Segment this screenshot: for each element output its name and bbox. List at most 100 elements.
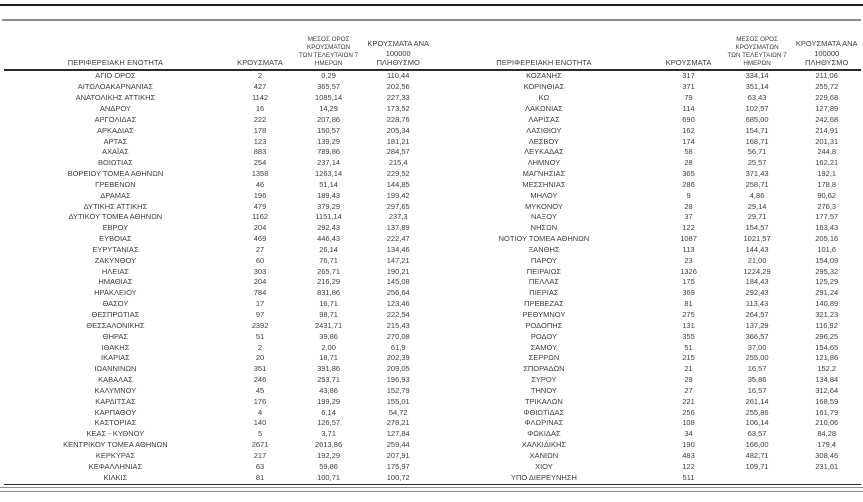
avg-7day-cell: 126,57 — [317, 418, 341, 428]
region-name-cell: ΘΑΣΟΥ — [102, 299, 129, 309]
per-100k-cell: 123,46 — [386, 299, 410, 309]
avg-7day-cell: 789,86 — [317, 147, 341, 157]
table-row: ΠΡΕΒΕΖΑΣ 81 113,43 140,89 — [433, 299, 862, 310]
table-row: ΚΟΖΑΝΗΣ 317 334,14 211,06 — [433, 70, 862, 82]
region-name-cell: ΚΩ — [538, 93, 550, 103]
cases-cell: 28 — [684, 201, 693, 211]
cases-cell: 369 — [682, 288, 695, 298]
per-100k-cell: 270,08 — [386, 331, 410, 341]
table-row: ΕΒΡΟΥ 204 292,43 137,89 — [4, 223, 433, 234]
region-name-cell: ΚΑΛΥΜΝΟΥ — [94, 385, 137, 395]
table-row: ΑΓΙΟ ΟΡΟΣ 2 0,29 110,44 — [4, 70, 433, 82]
per-100k-cell: 137,89 — [386, 223, 410, 233]
region-name-cell: ΡΟΔΟΥ — [530, 331, 557, 341]
region-name-cell: ΗΜΑΘΙΑΣ — [98, 277, 133, 287]
cases-cell: 122 — [682, 223, 695, 233]
region-name-cell: ΚΑΣΤΟΡΙΑΣ — [94, 418, 137, 428]
avg-7day-cell: 39,86 — [319, 331, 338, 341]
cases-cell: 28 — [684, 158, 693, 168]
region-name-cell: ΔΡΑΜΑΣ — [100, 190, 131, 200]
region-name-cell: ΦΘΙΩΤΙΔΑΣ — [523, 407, 565, 417]
table-row: ΑΙΤΩΛΟΑΚΑΡΝΑΝΙΑΣ 427 365,57 202,56 — [4, 82, 433, 93]
avg-7day-cell: 102,57 — [745, 103, 769, 113]
cases-cell: 81 — [226, 472, 294, 485]
per-100k-cell: 296,25 — [815, 331, 839, 341]
cases-table-left: ΠΕΡΙΦΕΡΕΙΑΚΗ ΕΝΟΤΗΤΑ ΚΡΟΥΣΜΑΤΑ ΜΕΣΟΣ ΟΡΟ… — [4, 36, 433, 485]
per-100k-cell: 145,08 — [386, 277, 410, 287]
per-100k-cell: 242,68 — [815, 114, 839, 124]
top-horizontal-rule — [0, 4, 863, 6]
table-row: ΗΡΑΚΛΕΙΟΥ 784 831,86 256,64 — [4, 288, 433, 299]
region-name-cell: ΗΛΕΙΑΣ — [101, 266, 129, 276]
avg-7day-cell: 76,71 — [319, 255, 338, 265]
table-row: ΘΑΣΟΥ 17 16,71 123,46 — [4, 299, 433, 310]
avg-7day-cell: 1263,14 — [315, 169, 343, 179]
cases-cell: 2671 — [251, 440, 269, 450]
region-name-cell: ΚΙΛΚΙΣ — [4, 472, 227, 485]
per-100k-cell: 84,28 — [817, 429, 837, 439]
cases-cell: 122 — [682, 461, 695, 471]
region-name-cell: ΣΕΡΡΩΝ — [528, 353, 560, 363]
avg-7day-cell: 258,71 — [745, 179, 769, 189]
table-row: ΑΝΑΤΟΛΙΚΗΣ ΑΤΤΙΚΗΣ 1142 1085,14 227,33 — [4, 93, 433, 104]
per-100k-cell: 209,05 — [386, 364, 410, 374]
region-name-cell: ΓΡΕΒΕΝΩΝ — [95, 179, 136, 189]
table-row: ΣΠΟΡΑΔΩΝ 21 16,57 152,2 — [433, 364, 862, 375]
region-name-cell: ΠΡΕΒΕΖΑΣ — [524, 299, 564, 309]
avg-7day-cell: 6,14 — [321, 407, 336, 417]
avg-7day-cell: 1021,57 — [743, 234, 771, 244]
avg-7day-cell: 21,00 — [747, 255, 767, 265]
region-name-cell: ΡΟΔΟΠΗΣ — [525, 320, 563, 330]
region-name-cell: ΣΠΟΡΑΔΩΝ — [523, 364, 565, 374]
table-row: ΚΟΡΙΝΘΙΑΣ 371 351,14 255,72 — [433, 82, 862, 93]
cases-cell: 246 — [253, 375, 267, 385]
cases-cell: 511 — [655, 472, 722, 485]
region-name-cell: ΛΕΥΚΑΔΑΣ — [524, 147, 564, 157]
table-row: ΞΑΝΘΗΣ 113 144,43 101,6 — [433, 245, 862, 256]
per-100k-cell: 231,61 — [815, 461, 839, 471]
cases-cell: 5 — [257, 429, 263, 439]
region-name-cell: ΧΙΟΥ — [535, 461, 553, 471]
avg-7day-cell: 446,43 — [317, 234, 341, 244]
region-name-cell: ΚΑΡΠΑΘΟΥ — [94, 407, 137, 417]
region-name-cell: ΑΝΑΤΟΛΙΚΗΣ ΑΤΤΙΚΗΣ — [75, 93, 156, 103]
cases-cell: 97 — [255, 310, 265, 319]
avg-7day-cell: 199,29 — [317, 396, 341, 406]
per-100k-cell: 215,4 — [388, 158, 408, 168]
avg-7day-cell: 253,71 — [317, 375, 341, 385]
column-header-cases-per-100k: ΚΡΟΥΣΜΑΤΑ ΑΝΑ 100000 ΠΛΗΘΥΣΜΟ — [363, 36, 433, 72]
table-row: ΦΘΙΩΤΙΔΑΣ 256 255,86 161,79 — [433, 408, 862, 419]
region-name-cell: ΘΕΣΠΡΩΤΙΑΣ — [91, 310, 140, 319]
per-100k-cell: 259,44 — [386, 440, 410, 450]
bottom-double-rule — [0, 487, 863, 492]
avg-7day-cell: 29,71 — [747, 212, 767, 222]
avg-7day-cell: 189,43 — [317, 190, 341, 200]
table-row: ΠΙΕΡΙΑΣ 369 292,43 291,24 — [433, 288, 862, 299]
per-100k-cell: 140,89 — [815, 299, 839, 309]
cases-cell: 1358 — [251, 169, 269, 179]
region-name-cell: ΜΗΛΟΥ — [530, 190, 558, 200]
cases-cell: 469 — [253, 234, 267, 244]
per-100k-cell: 222,47 — [386, 234, 410, 244]
avg-7day-cell: 109,71 — [745, 461, 769, 471]
table-row: ΑΡΤΑΣ 123 139,29 181,21 — [4, 137, 433, 148]
cases-cell: 27 — [684, 385, 693, 395]
avg-7day-cell: 366,57 — [745, 331, 769, 341]
region-name-cell: ΤΗΝΟΥ — [530, 385, 557, 395]
cases-cell: 365 — [682, 169, 695, 179]
cases-cell: 355 — [682, 331, 695, 341]
table-row: ΚΕΡΚΥΡΑΣ 217 192,29 207,91 — [4, 451, 433, 462]
cases-cell: 2 — [257, 342, 263, 352]
avg-7day-cell: 2,00 — [321, 342, 336, 352]
region-name-cell: ΘΗΡΑΣ — [102, 331, 129, 341]
cases-cell: 20 — [255, 353, 265, 363]
table-row: ΗΜΑΘΙΑΣ 204 216,29 145,08 — [4, 277, 433, 288]
cases-cell: 46 — [255, 179, 265, 189]
per-100k-cell: 192,1 — [817, 169, 837, 179]
cases-cell: 16 — [255, 103, 265, 113]
avg-7day-cell — [721, 472, 793, 485]
cases-cell: 51 — [255, 331, 265, 341]
per-100k-cell: 256,64 — [386, 288, 410, 298]
table-row: ΘΕΣΣΑΛΟΝΙΚΗΣ 2392 2431,71 215,43 — [4, 321, 433, 332]
region-name-cell: ΙΚΑΡΙΑΣ — [101, 353, 130, 363]
